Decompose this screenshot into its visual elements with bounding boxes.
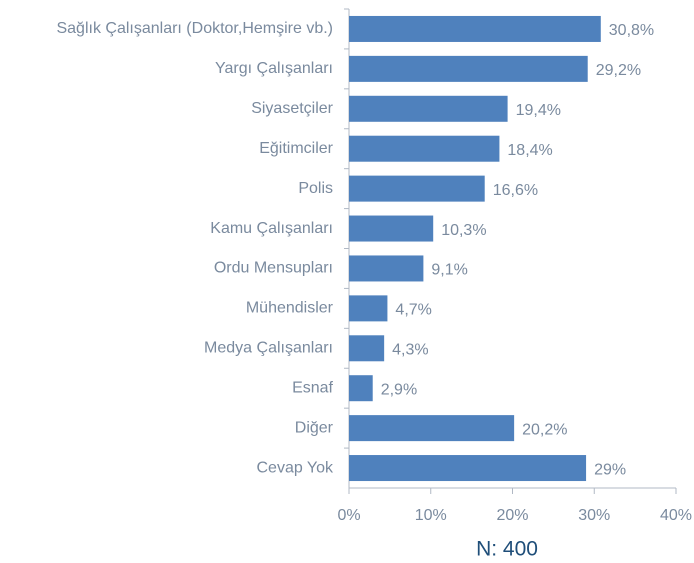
x-tick-label: 30% — [578, 507, 610, 524]
value-label: 2,9% — [381, 381, 417, 398]
bar — [349, 375, 373, 402]
y-tick-label: Cevap Yok — [256, 459, 334, 476]
x-tick-label: 10% — [415, 507, 447, 524]
value-label: 9,1% — [431, 262, 467, 279]
x-tick-label: 20% — [496, 507, 528, 524]
value-label: 16,6% — [493, 182, 538, 199]
y-tick-label: Sağlık Çalışanları (Doktor,Hemşire vb.) — [56, 20, 333, 37]
y-tick-label: Diğer — [295, 419, 334, 436]
y-tick-label: Esnaf — [292, 379, 333, 396]
annotation: N: 400 — [476, 538, 538, 561]
bar — [349, 455, 587, 482]
x-tick-label: 0% — [337, 507, 360, 524]
value-label: 30,8% — [609, 22, 654, 39]
bar — [349, 15, 601, 42]
y-tick-label: Eğitimciler — [259, 140, 333, 157]
y-tick-label: Mühendisler — [246, 300, 334, 317]
bar — [349, 135, 500, 162]
bar — [349, 175, 485, 202]
value-label: 10,3% — [441, 222, 486, 239]
bar — [349, 415, 515, 442]
y-tick-label: Yargı Çalışanları — [215, 60, 333, 77]
y-tick-label: Ordu Mensupları — [214, 260, 333, 277]
y-tick-label: Siyasetçiler — [251, 100, 333, 117]
value-label: 29,2% — [596, 62, 641, 79]
value-label: 4,7% — [395, 302, 431, 319]
bar — [349, 215, 434, 242]
value-label: 19,4% — [516, 102, 561, 119]
value-label: 20,2% — [522, 421, 567, 438]
bar — [349, 255, 424, 282]
y-tick-label: Medya Çalışanları — [204, 340, 333, 357]
value-label: 29% — [594, 461, 626, 478]
x-tick-label: 40% — [660, 507, 692, 524]
bar — [349, 295, 388, 322]
value-label: 4,3% — [392, 342, 428, 359]
y-tick-label: Polis — [298, 180, 333, 197]
value-label: 18,4% — [507, 142, 552, 159]
y-tick-label: Kamu Çalışanları — [210, 220, 333, 237]
bar — [349, 335, 385, 362]
bar — [349, 55, 588, 82]
bar — [349, 95, 508, 122]
